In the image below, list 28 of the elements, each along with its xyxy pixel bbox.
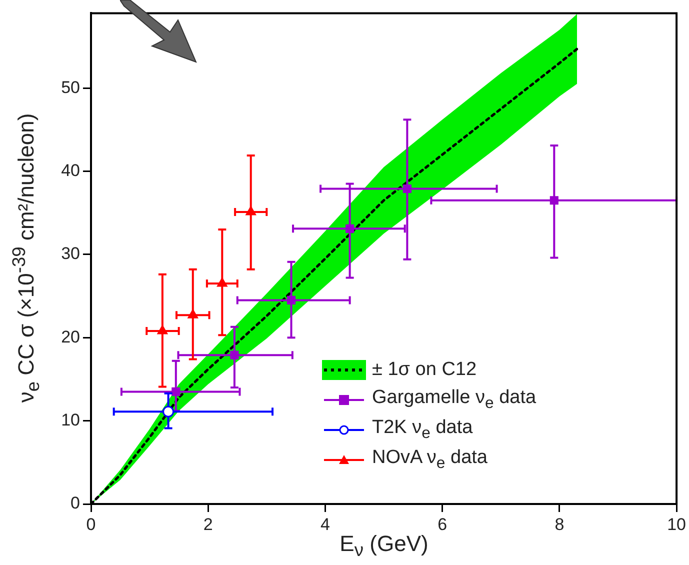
point <box>172 387 180 396</box>
y-tick-label: 10 <box>61 410 80 430</box>
x-tick-label: 8 <box>554 514 564 534</box>
point <box>188 309 198 318</box>
y-tick-label: 50 <box>61 78 80 97</box>
y-tick-label: 30 <box>61 244 80 264</box>
point <box>246 206 256 216</box>
y-tick-label: 20 <box>61 327 80 346</box>
legend-label: Gargamelle ν$_{e}$ data <box>372 387 536 413</box>
x-tick-label: 10 <box>667 514 686 534</box>
x-tick-label: 6 <box>438 514 448 534</box>
point <box>402 184 412 194</box>
point <box>346 224 354 233</box>
point <box>217 278 228 287</box>
x-tick-label: 2 <box>203 514 213 534</box>
legend-label: ± 1σ on C12 <box>372 359 477 381</box>
x-axis-title: E$_{ν}$ (GeV) <box>340 530 428 562</box>
legend-label: T2K ν$_{e}$ data <box>372 417 473 443</box>
point <box>550 196 558 205</box>
y-tick-label: 0 <box>70 494 80 513</box>
point <box>157 325 168 334</box>
point <box>230 350 239 360</box>
x-tick-label: 4 <box>320 514 330 534</box>
point <box>286 296 296 304</box>
point <box>162 406 174 418</box>
y-tick-label: 40 <box>61 160 80 180</box>
x-tick-label: 0 <box>86 514 96 534</box>
legend-label: NOvA ν$_{e}$ data <box>372 447 488 473</box>
